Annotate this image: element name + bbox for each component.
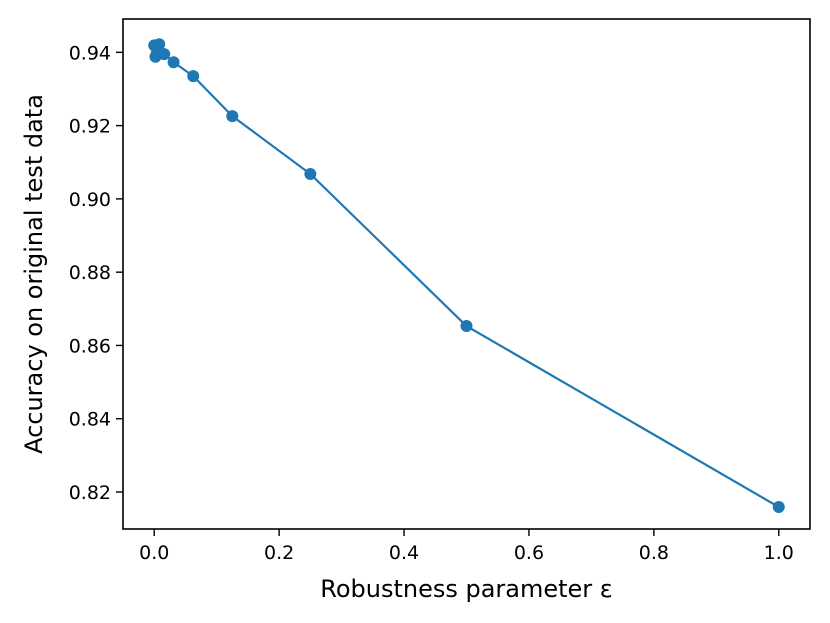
x-tick-label: 0.8 [639, 542, 669, 564]
plot-area [148, 38, 785, 514]
y-tick-label: 0.92 [69, 116, 111, 138]
x-tick-label: 0.2 [264, 542, 294, 564]
y-axis-title: Accuracy on original test data [20, 94, 48, 454]
data-point [772, 501, 785, 514]
data-point [187, 70, 200, 83]
series-line [153, 43, 780, 508]
series-layer [148, 38, 785, 514]
y-tick-label: 0.94 [69, 42, 111, 64]
data-point [460, 320, 473, 333]
x-tick-label: 1.0 [764, 542, 794, 564]
x-tick-label: 0.6 [514, 542, 544, 564]
x-axis-ticks: 0.0 0.2 0.4 0.6 0.8 1.0 [139, 529, 794, 564]
x-tick-label: 0.0 [139, 542, 169, 564]
y-axis-ticks: 0.82 0.84 0.86 0.88 0.90 0.92 0.94 [69, 42, 123, 504]
data-point [153, 38, 166, 51]
x-tick-label: 0.4 [389, 542, 419, 564]
axes-frame [122, 18, 811, 530]
data-point [167, 56, 180, 69]
y-tick-label: 0.84 [69, 409, 111, 431]
data-point [158, 48, 171, 61]
data-point [226, 110, 239, 123]
y-tick-label: 0.90 [69, 189, 111, 211]
y-tick-label: 0.86 [69, 335, 111, 357]
x-axis-title: Robustness parameter ε [320, 575, 613, 603]
y-tick-label: 0.88 [69, 262, 111, 284]
data-point [304, 167, 317, 180]
y-tick-label: 0.82 [69, 482, 111, 504]
